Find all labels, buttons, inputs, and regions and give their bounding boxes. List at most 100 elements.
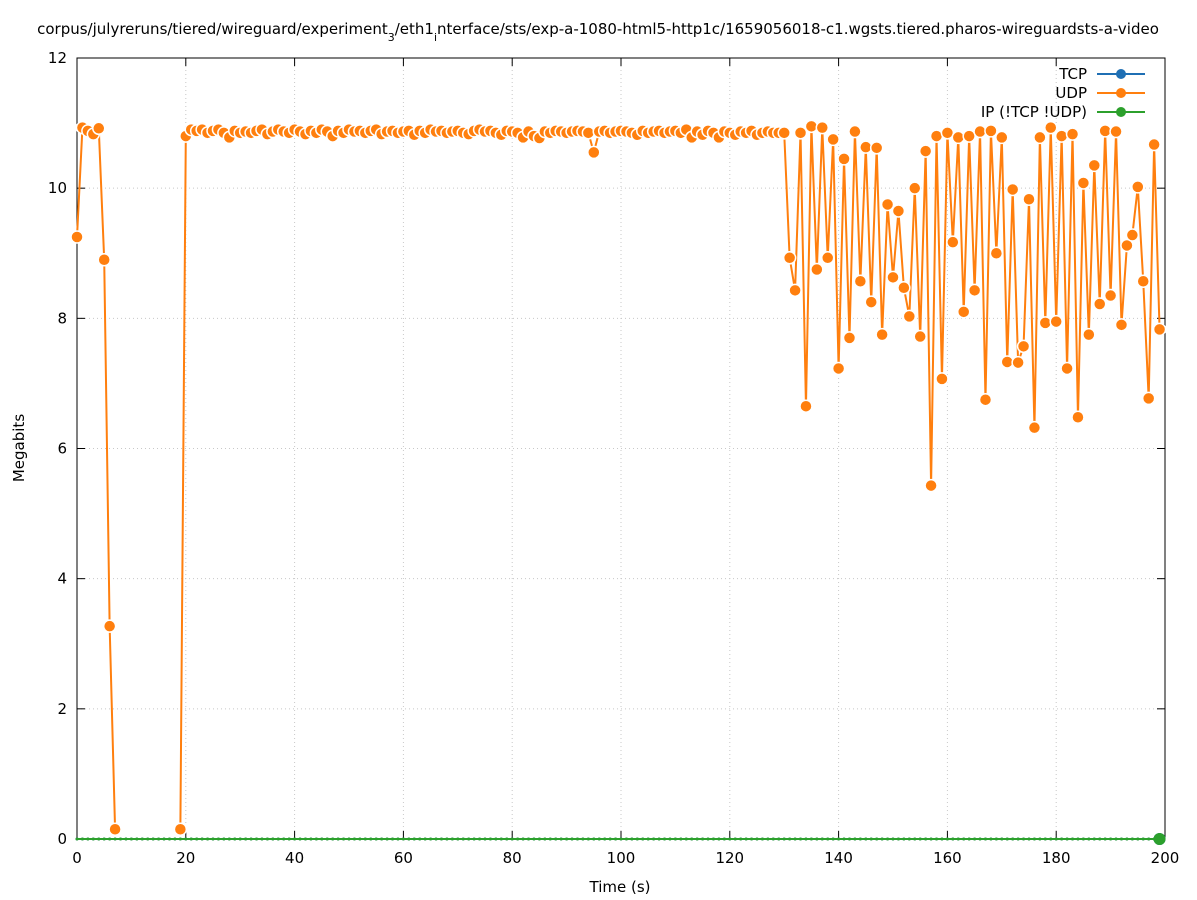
data-point (728, 837, 732, 841)
data-point (282, 837, 286, 841)
data-point (309, 837, 313, 841)
data-point (200, 837, 204, 841)
data-point (1153, 833, 1166, 845)
data-point (1125, 837, 1129, 841)
data-point (303, 837, 307, 841)
x-tick-label: 120 (715, 849, 744, 867)
data-point (1065, 127, 1080, 141)
x-tick-label: 100 (607, 849, 636, 867)
data-point (260, 837, 264, 841)
data-point (793, 126, 808, 140)
data-point (766, 837, 770, 841)
data-point (935, 372, 949, 386)
data-point (233, 837, 237, 841)
data-point (1032, 837, 1036, 841)
data-point (782, 837, 786, 841)
data-point (1087, 837, 1091, 841)
data-point (86, 837, 90, 841)
data-point (298, 837, 302, 841)
data-point (439, 837, 443, 841)
data-point (799, 399, 813, 413)
y-tick-label: 0 (57, 830, 67, 848)
data-point (570, 837, 574, 841)
data-point (657, 837, 661, 841)
data-point (624, 837, 628, 841)
data-point (842, 837, 846, 841)
data-point (929, 837, 933, 841)
data-point (608, 837, 612, 841)
data-point (146, 837, 150, 841)
legend-marker (1116, 69, 1126, 79)
data-point (635, 837, 639, 841)
data-point (782, 251, 797, 265)
data-point (70, 230, 84, 244)
data-point (467, 837, 471, 841)
data-point (652, 837, 656, 841)
data-point (271, 837, 275, 841)
data-point (1071, 837, 1075, 841)
data-point (907, 837, 911, 841)
data-point (679, 837, 683, 841)
data-point (1044, 120, 1058, 135)
data-point (184, 837, 188, 841)
data-point (799, 837, 803, 841)
data-point (940, 837, 944, 841)
data-point (597, 837, 601, 841)
data-point (255, 837, 259, 841)
data-point (918, 144, 933, 158)
legend-marker (1116, 88, 1126, 98)
data-point (412, 837, 416, 841)
data-point (407, 837, 411, 841)
data-point (837, 837, 841, 841)
data-point (1136, 837, 1140, 841)
data-point (1081, 837, 1085, 841)
data-point (967, 837, 971, 841)
data-point (826, 132, 840, 147)
data-point (646, 837, 650, 841)
data-point (755, 837, 759, 841)
data-point (978, 392, 993, 407)
data-point (1000, 837, 1004, 841)
data-point (494, 837, 498, 841)
data-point (1038, 837, 1042, 841)
data-point (347, 837, 351, 841)
data-point (760, 837, 764, 841)
data-point (1011, 837, 1015, 841)
data-point (173, 822, 188, 836)
data-point (358, 837, 362, 841)
data-point (641, 837, 645, 841)
data-point (581, 837, 585, 841)
data-point (946, 235, 960, 249)
data-point (532, 837, 536, 841)
data-point (706, 837, 710, 841)
data-point (1147, 137, 1161, 152)
data-point (510, 837, 514, 841)
data-point (1005, 182, 1020, 197)
data-point (483, 837, 487, 841)
data-point (238, 837, 242, 841)
data-point (369, 837, 373, 841)
data-point (1131, 180, 1145, 194)
x-tick-label: 40 (285, 849, 304, 867)
x-tick-label: 180 (1042, 849, 1071, 867)
data-point (331, 837, 335, 841)
data-point (1103, 837, 1107, 841)
data-point (858, 837, 862, 841)
data-point (516, 837, 520, 841)
data-point (527, 837, 531, 841)
data-point (989, 246, 1004, 260)
data-point (804, 837, 808, 841)
data-point (97, 837, 101, 841)
data-point (1092, 837, 1096, 841)
data-point (891, 204, 906, 218)
x-tick-label: 200 (1151, 849, 1180, 867)
data-point (499, 837, 503, 841)
data-point (913, 837, 917, 841)
data-point (456, 837, 460, 841)
data-point (902, 309, 917, 324)
data-point (1049, 314, 1063, 329)
data-point (336, 837, 340, 841)
data-point (1027, 837, 1031, 841)
data-point (429, 837, 433, 841)
data-point (820, 251, 835, 265)
